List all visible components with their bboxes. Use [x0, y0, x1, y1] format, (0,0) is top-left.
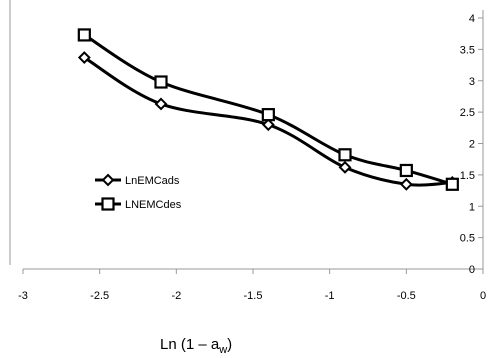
legend-item: LNEMCdes [95, 197, 182, 211]
legend-marker [101, 173, 115, 187]
y-tick-label: 3 [469, 76, 475, 88]
x-tick-label: -1.5 [244, 290, 263, 302]
legend-marker [101, 197, 115, 211]
data-point [77, 51, 91, 64]
y-tick-label: 1 [469, 201, 475, 213]
x-tick-label: -2 [171, 290, 181, 302]
series-LnEMCads [77, 51, 459, 191]
x-tick-label: -0.5 [397, 290, 416, 302]
data-point [445, 177, 459, 191]
data-point [154, 97, 168, 111]
x-tick-label: 0 [480, 290, 486, 302]
legend-label: LNEMCdes [125, 199, 182, 211]
x-axis-title: Ln (1 – aw) [160, 336, 232, 356]
x-axis-title-close: ) [227, 336, 232, 353]
legend-label: LnEMCads [125, 175, 180, 187]
data-point [338, 148, 352, 162]
data-point [261, 108, 275, 122]
axes: -3 -2.5 -2 -1.5 -1 -0.5 0 0 0.5 1 1.5 2 2.5 3 3.5 4 [18, 10, 486, 302]
legend: LnEMCads LNEMCdes [95, 173, 182, 211]
y-tick-label: 3.5 [460, 44, 475, 56]
legend-item: LnEMCads [95, 173, 180, 187]
x-tick-label: -3 [18, 290, 28, 302]
y-tick-label: 2.5 [460, 107, 475, 119]
data-point [77, 28, 91, 42]
series-layer [77, 28, 459, 191]
data-point [399, 163, 413, 178]
x-axis-title-subscript: w [218, 344, 227, 356]
data-point [399, 177, 413, 191]
series-LNEMCdes [77, 28, 459, 191]
data-point [154, 75, 168, 89]
y-tick-label: 0 [469, 264, 475, 276]
y-tick-label: 1.5 [460, 170, 475, 182]
y-tick-label: 2 [469, 139, 475, 151]
x-axis-title-main: Ln (1 – a [160, 336, 220, 353]
x-tick-label: -1 [325, 290, 335, 302]
data-point [261, 118, 275, 132]
data-point [338, 160, 352, 174]
y-tick-label: 4 [469, 13, 475, 25]
y-tick-label: 0.5 [460, 233, 475, 245]
x-tick-label: -2.5 [90, 290, 109, 302]
